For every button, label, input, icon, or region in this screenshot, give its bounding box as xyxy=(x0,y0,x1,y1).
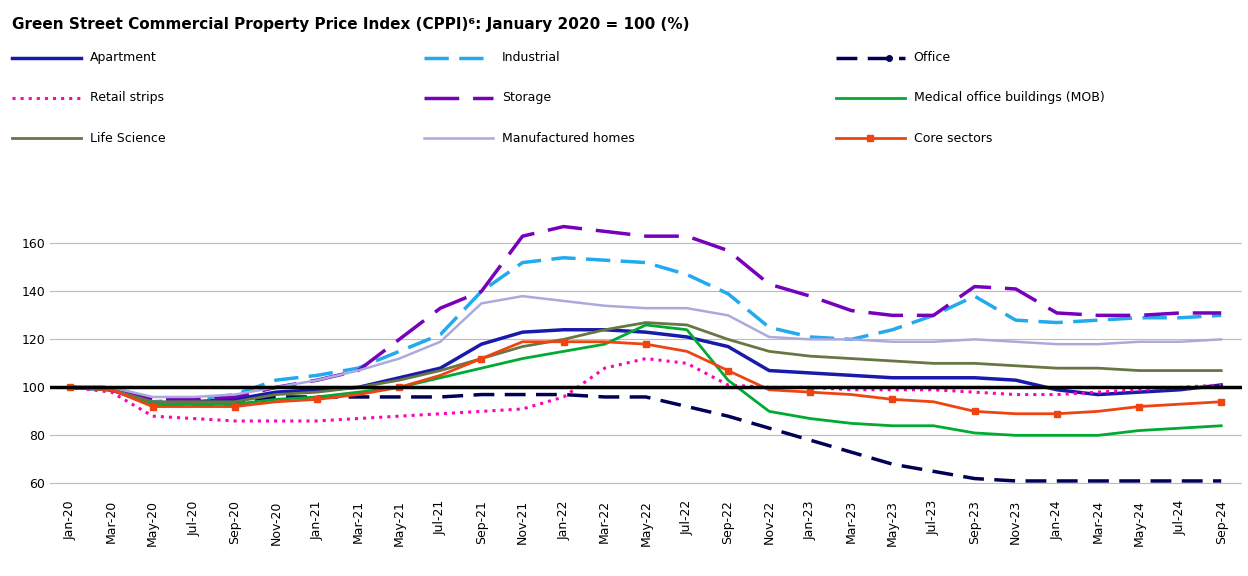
Text: Green Street Commercial Property Price Index (CPPI)⁶: January 2020 = 100 (%): Green Street Commercial Property Price I… xyxy=(12,17,690,32)
Text: Office: Office xyxy=(914,51,951,64)
Text: Retail strips: Retail strips xyxy=(90,92,163,104)
Text: Apartment: Apartment xyxy=(90,51,156,64)
Text: Core sectors: Core sectors xyxy=(914,132,992,145)
Text: Medical office buildings (MOB): Medical office buildings (MOB) xyxy=(914,92,1104,104)
Text: Manufactured homes: Manufactured homes xyxy=(502,132,634,145)
Text: Life Science: Life Science xyxy=(90,132,166,145)
Text: Storage: Storage xyxy=(502,92,550,104)
Text: Industrial: Industrial xyxy=(502,51,560,64)
